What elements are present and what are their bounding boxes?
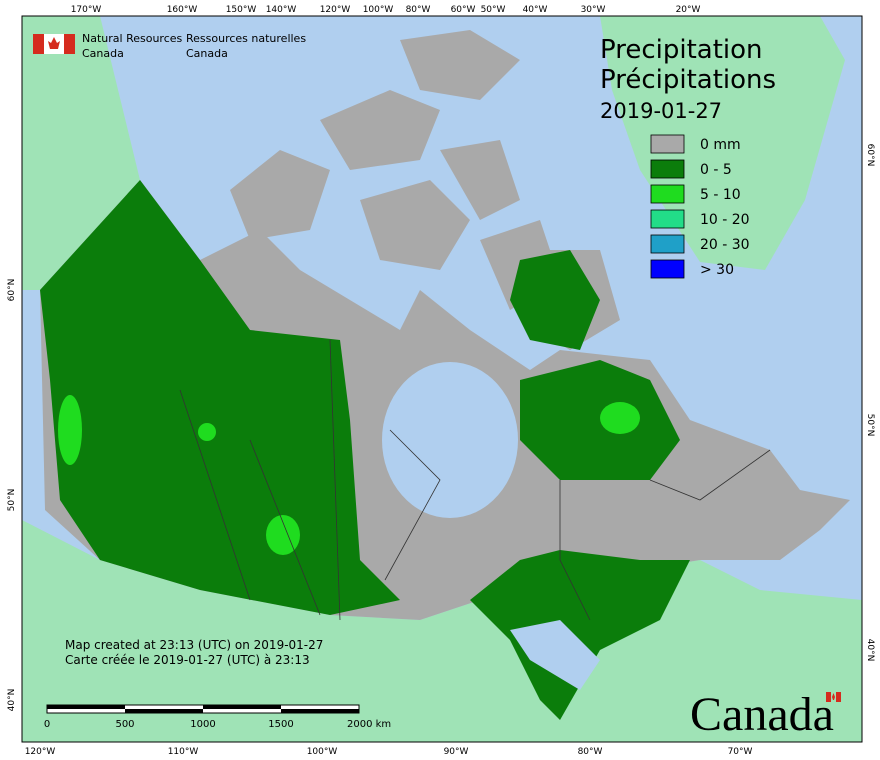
legend-swatch: [650, 234, 685, 254]
graticule-label: 50°N: [865, 414, 875, 437]
legend-swatch: [650, 159, 685, 179]
agency-name: Natural Resources: [82, 32, 183, 45]
agency-name: Canada: [186, 47, 228, 60]
graticule-label: 20°W: [676, 5, 701, 15]
graticule-label: 80°W: [578, 747, 603, 757]
graticule-label: 60°N: [7, 279, 17, 302]
precip-spot: [198, 423, 216, 441]
precip-spot: [600, 402, 640, 434]
scale-label: 2000 km: [347, 719, 391, 730]
graticule-label: 50°W: [481, 5, 506, 15]
precip-baffin: [510, 250, 600, 350]
graticule-label: 60°N: [865, 144, 875, 167]
scale-label: 500: [115, 719, 134, 730]
scale-label: 1000: [190, 719, 215, 730]
alaska: [22, 16, 140, 290]
graticule-label: 100°W: [363, 5, 394, 15]
legend-label: > 30: [700, 262, 734, 278]
graticule-label: 70°W: [728, 747, 753, 757]
hudson-bay: [382, 362, 518, 518]
graticule-label: 30°W: [581, 5, 606, 15]
wordmark: Canada: [690, 688, 834, 741]
agency-name: Canada: [82, 47, 124, 60]
precip-west: [40, 180, 400, 615]
scale-label: 1500: [268, 719, 293, 730]
graticule-label: 100°W: [307, 747, 338, 757]
graticule-label: 120°W: [320, 5, 351, 15]
legend-swatch: [650, 209, 685, 229]
graticule-label: 40°N: [865, 639, 875, 662]
greenland: [600, 16, 845, 270]
graticule-label: 50°N: [7, 489, 17, 512]
graticule-label: 160°W: [167, 5, 198, 15]
title: Précipitations: [600, 65, 776, 95]
legend-swatch: [650, 259, 685, 279]
map-note: Map created at 23:13 (UTC) on 2019-01-27: [65, 638, 323, 652]
precip-ontario: [470, 550, 690, 720]
graticule-label: 40°W: [523, 5, 548, 15]
graticule-label: 120°W: [25, 747, 56, 757]
graticule-label: 80°W: [406, 5, 431, 15]
graticule-label: 40°N: [7, 689, 17, 712]
great-lakes: [510, 620, 600, 690]
legend-swatch: [650, 134, 685, 154]
precip-spot: [58, 395, 82, 465]
scale-label: 0: [44, 719, 50, 730]
graticule-label: 60°W: [451, 5, 476, 15]
legend-label: 0 mm: [700, 137, 741, 153]
scale-bar: [46, 704, 360, 714]
borders: [179, 339, 771, 621]
precip-spot: [266, 515, 300, 555]
legend-label: 0 - 5: [700, 162, 732, 178]
legend-label: 20 - 30: [700, 237, 750, 253]
graticule-label: 140°W: [266, 5, 297, 15]
wordmark-flag: [826, 692, 841, 702]
map-note: Carte créée le 2019-01-27 (UTC) à 23:13: [65, 653, 310, 667]
title: Precipitation: [600, 35, 763, 65]
graticule-label: 90°W: [444, 747, 469, 757]
legend-swatch: [650, 184, 685, 204]
graticule-label: 150°W: [226, 5, 257, 15]
date: 2019-01-27: [600, 99, 722, 123]
graticule-label: 170°W: [71, 5, 102, 15]
agency-name: Ressources naturelles: [186, 32, 306, 45]
frame: [21, 15, 863, 743]
precip-quebec: [520, 360, 680, 480]
legend-label: 10 - 20: [700, 212, 750, 228]
nrcan-flag: [33, 34, 75, 54]
graticule-label: 110°W: [168, 747, 199, 757]
legend-label: 5 - 10: [700, 187, 741, 203]
